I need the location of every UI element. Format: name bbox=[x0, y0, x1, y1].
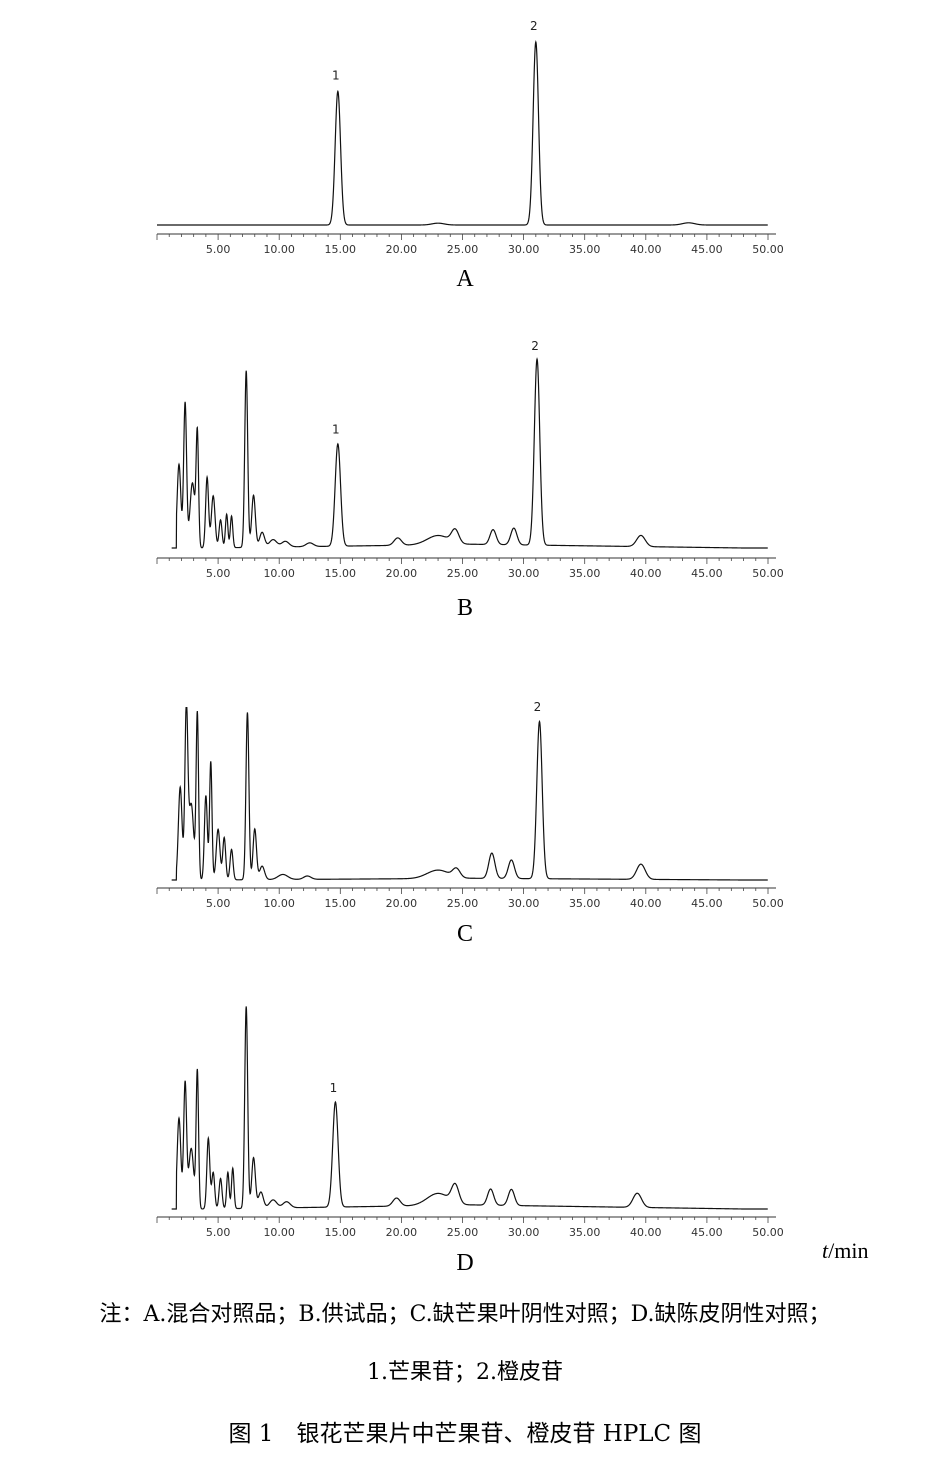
chromatogram-a-plot: 5.00 10.00 15.00 20.00 25.00 30.00 35.00 40.00 4… bbox=[156, 19, 784, 256]
x-tick-label: 10.00 bbox=[263, 897, 295, 910]
figure-note-line-2: 1.芒果苷；2.橙皮苷 bbox=[367, 1360, 563, 1385]
x-tick-label: 20.00 bbox=[386, 1226, 418, 1239]
x-tick-label: 10.00 bbox=[263, 1226, 295, 1239]
x-tick-label: 50.00 bbox=[752, 243, 784, 256]
x-tick-label: 20.00 bbox=[386, 567, 418, 580]
chromatogram-trace bbox=[171, 1006, 768, 1210]
x-tick-label: 5.00 bbox=[206, 567, 231, 580]
x-tick-label: 5.00 bbox=[206, 1226, 231, 1239]
peak-label-2: 2 bbox=[530, 19, 538, 33]
x-tick-label: 40.00 bbox=[630, 1226, 662, 1239]
x-tick-label: 15.00 bbox=[325, 897, 357, 910]
chromatogram-trace bbox=[171, 357, 768, 549]
chromatogram-d-plot: 5.00 10.00 15.00 20.00 25.00 30.00 35.00 40.00 4… bbox=[156, 1006, 784, 1239]
x-tick-label: 40.00 bbox=[630, 897, 662, 910]
x-tick-label: 30.00 bbox=[508, 243, 540, 256]
chromatogram-b: 5.00 10.00 15.00 20.00 25.00 30.00 35.00 40.00 4… bbox=[0, 0, 930, 630]
figure-caption: 图 1 银花芒果片中芒果苷、橙皮苷 HPLC 图 bbox=[228, 1421, 702, 1447]
x-tick-label: 5.00 bbox=[206, 897, 231, 910]
x-tick-label: 45.00 bbox=[691, 1226, 723, 1239]
x-tick-label: 25.00 bbox=[447, 243, 479, 256]
x-tick-label: 15.00 bbox=[325, 1226, 357, 1239]
peak-label-2: 2 bbox=[534, 700, 542, 714]
x-tick-label: 50.00 bbox=[752, 897, 784, 910]
panel-letter-b: B bbox=[456, 595, 473, 621]
chromatogram-c-plot: 5.00 10.00 15.00 20.00 25.00 30.00 35.00 40.00 4… bbox=[156, 700, 784, 910]
x-tick-label: 40.00 bbox=[630, 243, 662, 256]
panel-letter-c: C bbox=[456, 921, 473, 947]
x-tick-label: 50.00 bbox=[752, 1226, 784, 1239]
x-tick-label: 50.00 bbox=[752, 567, 784, 580]
peak-label-2: 2 bbox=[531, 339, 539, 353]
x-tick-label: 45.00 bbox=[691, 243, 723, 256]
chromatogram-d: 5.00 10.00 15.00 20.00 25.00 30.00 35.00 40.00 4… bbox=[156, 1006, 784, 1276]
chromatogram-trace bbox=[171, 707, 768, 881]
x-tick-label: 35.00 bbox=[569, 897, 601, 910]
x-tick-label: 45.00 bbox=[691, 567, 723, 580]
panel-letter-a: A bbox=[456, 266, 474, 292]
figure-note-line-1: 注：A.混合对照品；B.供试品；C.缺芒果叶阴性对照；D.缺陈皮阴性对照； bbox=[99, 1302, 831, 1327]
x-tick-label: 25.00 bbox=[447, 1226, 479, 1239]
x-tick-label: 35.00 bbox=[569, 243, 601, 256]
x-tick-label: 15.00 bbox=[325, 567, 357, 580]
x-tick-label: 30.00 bbox=[508, 567, 540, 580]
x-tick-label: 10.00 bbox=[263, 567, 295, 580]
peak-label-1: 1 bbox=[332, 423, 340, 437]
chromatogram-trace bbox=[157, 40, 768, 226]
panel-letter-d: D bbox=[456, 1250, 474, 1276]
x-tick-label: 5.00 bbox=[206, 243, 231, 256]
peak-label-1: 1 bbox=[332, 68, 340, 82]
chromatogram-b-plot: 5.00 10.00 15.00 20.00 25.00 30.00 35.00 40.00 4… bbox=[156, 339, 784, 580]
x-tick-label: 25.00 bbox=[447, 897, 479, 910]
x-axis-symbol: t bbox=[822, 1238, 829, 1263]
x-tick-label: 35.00 bbox=[569, 567, 601, 580]
x-tick-label: 25.00 bbox=[447, 567, 479, 580]
chromatogram-c: 5.00 10.00 15.00 20.00 25.00 30.00 35.00 40.00 4… bbox=[156, 700, 784, 947]
x-tick-label: 20.00 bbox=[386, 243, 418, 256]
x-tick-label: 30.00 bbox=[508, 1226, 540, 1239]
x-tick-label: 10.00 bbox=[263, 243, 295, 256]
x-tick-label: 30.00 bbox=[508, 897, 540, 910]
x-tick-label: 40.00 bbox=[630, 567, 662, 580]
x-tick-label: 20.00 bbox=[386, 897, 418, 910]
x-tick-label: 45.00 bbox=[691, 897, 723, 910]
x-tick-label: 35.00 bbox=[569, 1226, 601, 1239]
x-axis-unit-label: t/min bbox=[822, 1238, 868, 1264]
chromatogram-a: 5.00 10.00 15.00 20.00 25.00 30.00 35.00 40.00 4… bbox=[0, 0, 930, 300]
peak-label-1: 1 bbox=[330, 1081, 338, 1095]
x-tick-label: 15.00 bbox=[325, 243, 357, 256]
x-axis-unit: /min bbox=[828, 1238, 869, 1263]
